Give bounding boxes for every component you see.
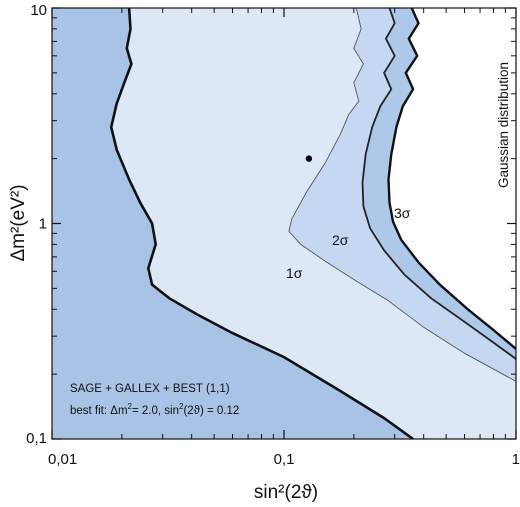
inner-region xyxy=(111,8,516,439)
regions-layer xyxy=(52,8,516,439)
x-tick-label: 0,01 xyxy=(48,451,77,468)
y-tick-label: 10 xyxy=(30,2,47,19)
y-tick-label: 1 xyxy=(39,216,47,233)
y-tick-label: 0,1 xyxy=(26,430,47,447)
distribution-label: Gaussian distribution xyxy=(496,62,511,188)
x-axis-title: sin²(2ϑ) xyxy=(254,482,318,503)
sigma3-contour-line xyxy=(387,8,516,350)
left-boundary-line xyxy=(109,8,414,439)
dataset-label: SAGE + GALLEX + BEST (1,1) xyxy=(70,383,230,395)
x-tick-label: 1 xyxy=(512,451,520,468)
sigma1-contour-line xyxy=(288,8,516,382)
best-fit-text: best fit: Δm2= 2.0, sin2(2ϑ) = 0.12 xyxy=(70,402,239,417)
x-tick-label: 0,1 xyxy=(274,451,295,468)
y-axis-title: Δm²(eV²) xyxy=(8,184,29,261)
sigma2-label: 2σ xyxy=(332,232,349,248)
band-3-sigma xyxy=(362,8,516,359)
band-2-sigma xyxy=(288,8,516,382)
outer-allowed-region xyxy=(52,8,516,439)
sigma3-label: 3σ xyxy=(394,205,411,221)
sigma2-contour-line xyxy=(361,8,516,360)
best-fit-point xyxy=(305,155,313,162)
sigma1-label: 1σ xyxy=(286,265,303,281)
